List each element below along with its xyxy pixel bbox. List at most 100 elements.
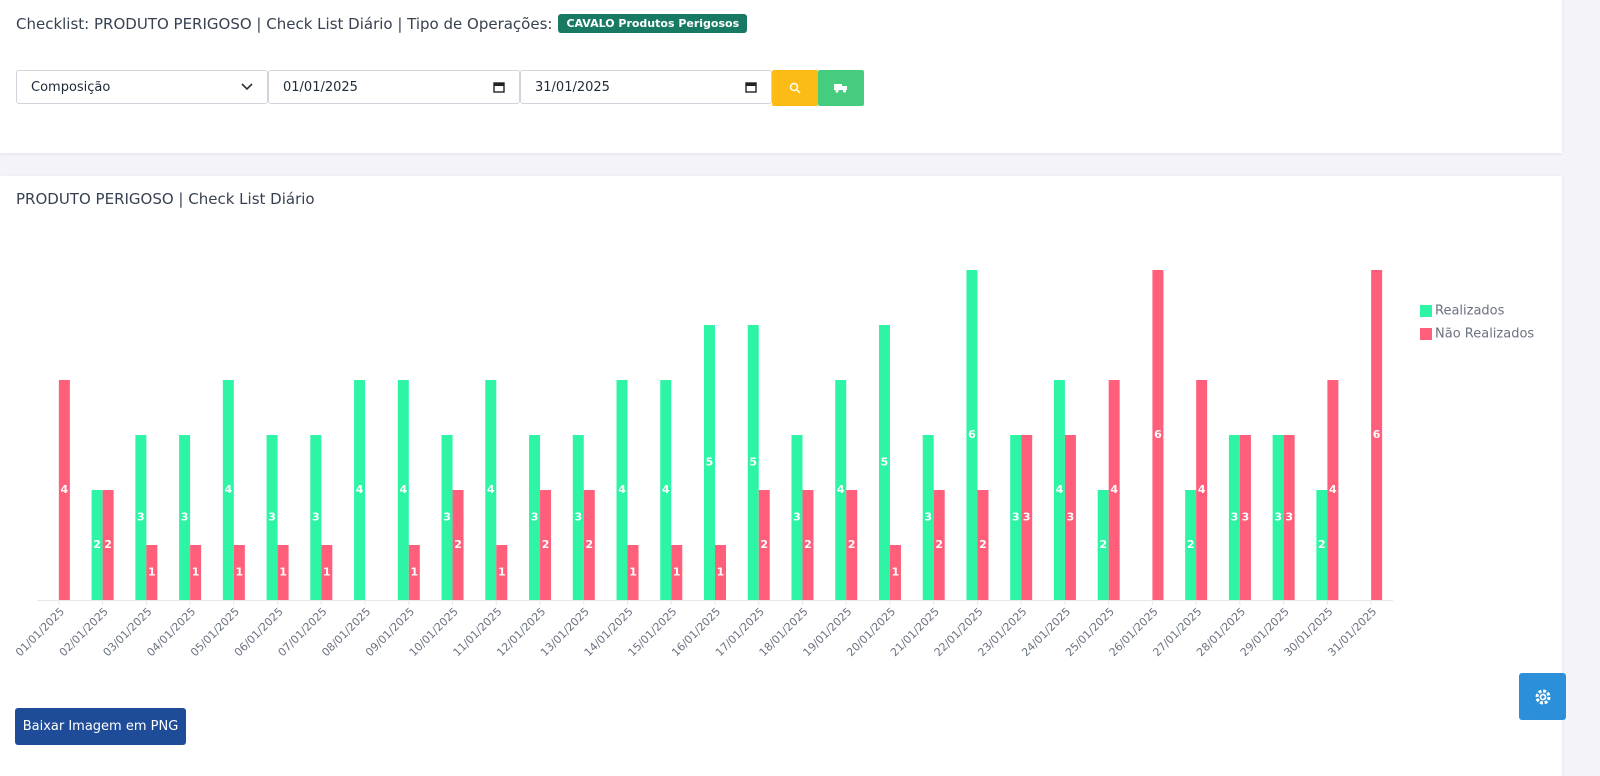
value-label: 3 [574, 511, 582, 524]
select[interactable]: Composição [16, 70, 268, 104]
calendar-icon [745, 82, 757, 93]
bar [616, 380, 628, 600]
value-label: 1 [236, 566, 244, 579]
value-label: 4 [61, 483, 69, 496]
bar [222, 380, 234, 600]
value-label: 2 [935, 538, 943, 551]
bar [441, 435, 453, 600]
bar [321, 545, 333, 600]
bar [704, 325, 715, 600]
bar [922, 435, 934, 600]
header: Checklist: PRODUTO PERIGOSO | Check List… [16, 14, 748, 33]
filter-card: Checklist: PRODUTO PERIGOSO | Check List… [0, 0, 1562, 153]
value-label: 3 [1285, 511, 1293, 524]
bar [408, 545, 420, 600]
bar [1283, 435, 1295, 600]
search-icon [789, 82, 801, 94]
value-label: 4 [356, 483, 364, 496]
bar [1053, 380, 1065, 600]
chevron [241, 83, 253, 91]
bar [758, 490, 770, 600]
search-button[interactable] [772, 70, 818, 106]
value-label: 3 [531, 511, 539, 524]
value-label: 2 [848, 538, 856, 551]
truck-button[interactable] [818, 70, 864, 106]
bar [190, 545, 202, 600]
value-label: 3 [1023, 511, 1031, 524]
gear-icon [1535, 689, 1550, 704]
bar [977, 490, 989, 600]
value-label: 3 [443, 511, 451, 524]
value-label: 1 [717, 566, 725, 579]
value-label: 4 [487, 483, 495, 496]
value-label: 3 [1067, 511, 1075, 524]
bar [496, 545, 508, 600]
value-label: 2 [1318, 538, 1326, 551]
value-label: 4 [1198, 483, 1206, 496]
bar [354, 380, 366, 600]
value-label: 6 [1154, 428, 1162, 441]
chart-card: 01/01/2025 4 02/01/2025 2 2 03/01/2025 3 1 04/01… [0, 176, 1562, 776]
value-label: 4 [399, 483, 407, 496]
value-label: 5 [706, 456, 714, 469]
bar [572, 435, 584, 600]
value-label: 1 [892, 566, 900, 579]
value-label: 2 [104, 538, 112, 551]
badge: CAVALO Produtos Perigosos [558, 14, 748, 33]
start-date[interactable]: 01/01/2025 [268, 70, 520, 104]
bar [452, 490, 464, 600]
value-label: 2 [760, 538, 768, 551]
value-label: 3 [1242, 511, 1250, 524]
end-date[interactable]: 31/01/2025 [520, 70, 772, 104]
value-label: 3 [268, 511, 276, 524]
value-label: 4 [662, 483, 670, 496]
bar [397, 380, 409, 600]
download-button[interactable]: Baixar Imagem em PNG [15, 708, 186, 745]
value-label: 6 [968, 428, 976, 441]
select-value: Composição [31, 79, 111, 95]
value-label: 6 [1373, 428, 1381, 441]
bar [1316, 490, 1328, 600]
bar [889, 545, 901, 600]
value-label: 5 [749, 456, 757, 469]
bar [540, 490, 552, 600]
bar [529, 435, 541, 600]
bar [233, 545, 245, 600]
value-label: 4 [225, 483, 233, 496]
bar [627, 545, 639, 600]
bar [58, 380, 70, 600]
value-label: 3 [312, 511, 320, 524]
bar [1010, 435, 1022, 600]
bar [583, 490, 595, 600]
bar [1239, 435, 1251, 600]
legend-label: Realizados [1435, 304, 1505, 319]
bar [135, 435, 147, 600]
value-label: 4 [837, 483, 845, 496]
settings-button[interactable] [1519, 673, 1566, 720]
legend-swatch [1420, 305, 1432, 317]
bar [1185, 490, 1197, 600]
bar [747, 325, 759, 600]
bar [1371, 270, 1383, 600]
bar [846, 490, 858, 600]
bar [791, 435, 803, 600]
bar [179, 435, 191, 600]
bar [277, 545, 289, 600]
value-label: 2 [542, 538, 550, 551]
value-label: 3 [181, 511, 189, 524]
value-label: 4 [1329, 483, 1337, 496]
value-label: 3 [137, 511, 145, 524]
value-label: 3 [1231, 511, 1239, 524]
value-label: 1 [323, 566, 331, 579]
end-date-value: 31/01/2025 [535, 79, 610, 95]
chart-title: PRODUTO PERIGOSO | Check List Diário [16, 190, 315, 208]
value-label: 1 [629, 566, 637, 579]
bar [671, 545, 683, 600]
value-label: 5 [881, 456, 889, 469]
bar [1152, 270, 1164, 600]
value-label: 2 [93, 538, 101, 551]
bar [966, 270, 978, 600]
value-label: 1 [148, 566, 156, 579]
